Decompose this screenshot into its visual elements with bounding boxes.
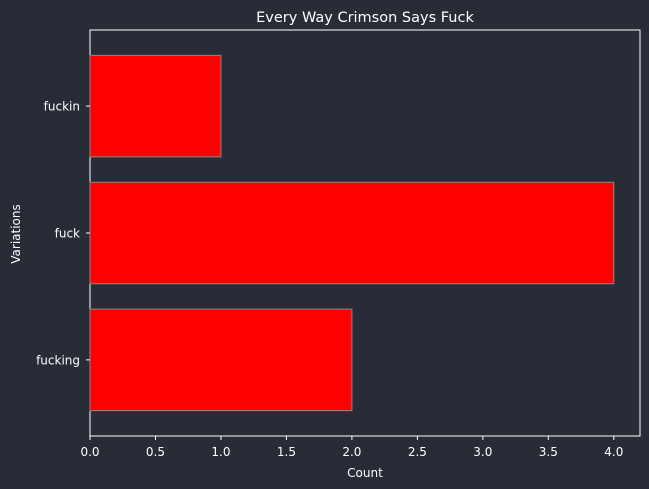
chart-title: Every Way Crimson Says Fuck [256,10,474,26]
x-tick-label: 2.0 [342,445,361,459]
x-tick-label: 2.5 [408,445,427,459]
x-tick-label: 0.0 [80,445,99,459]
x-tick-label: 1.0 [211,445,230,459]
bar-fucking [89,308,353,412]
y-tick-label: fucking [36,353,80,367]
bar-fuck [89,181,615,285]
x-tick-label: 3.5 [539,445,558,459]
x-axis-ticks: 0.0 0.5 1.0 1.5 2.0 2.5 3.0 3.5 4.0 [80,436,623,459]
y-axis-ticks: fucking fuck fuckin [36,100,90,367]
bar-fuckin [89,54,222,158]
y-tick-label: fuck [55,227,80,241]
y-tick-label: fuckin [44,100,80,114]
x-tick-label: 1.5 [277,445,296,459]
x-tick-label: 4.0 [604,445,623,459]
bars-group [89,54,615,412]
x-tick-label: 0.5 [146,445,165,459]
y-axis-label: Variations [9,204,23,264]
x-tick-label: 3.0 [473,445,492,459]
x-axis-label: Count [347,466,383,480]
